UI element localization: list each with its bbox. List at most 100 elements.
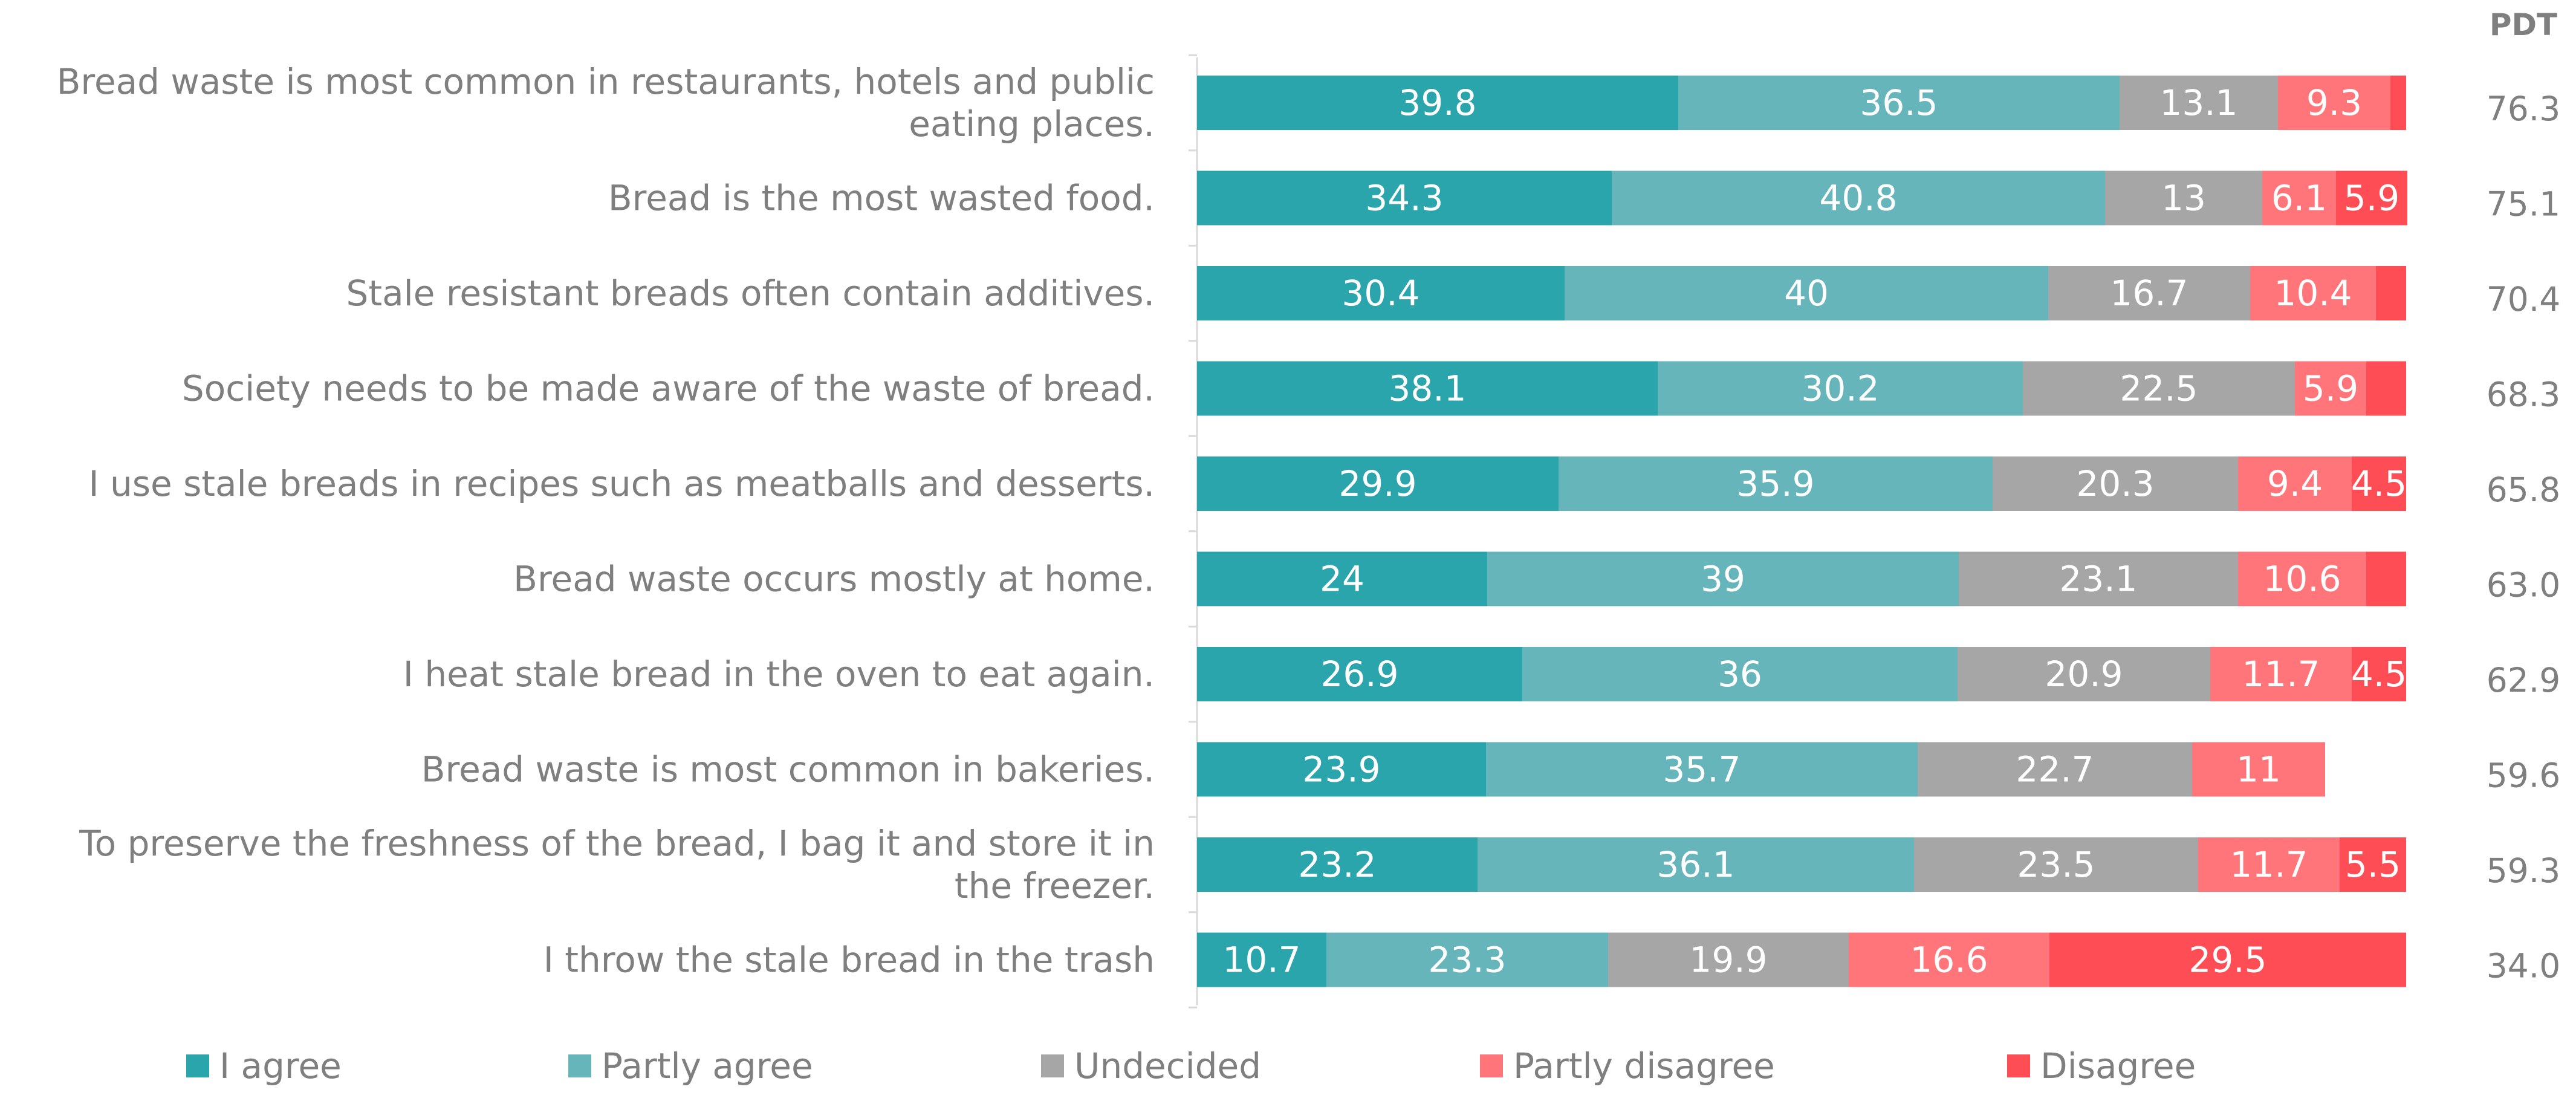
bar-segment [1197,171,1612,226]
legend-swatch [568,1054,591,1077]
data-label: 36.1 [1656,844,1734,885]
bar-segment [2049,932,2406,987]
data-label: 11.7 [2230,844,2308,885]
bar-segment [2295,361,2366,416]
data-label: 6.1 [2271,178,2327,219]
bar-segment [1486,742,1918,797]
bar-segment [2340,837,2406,892]
data-label: 24 [1320,559,1364,600]
pdt-value: 76.3 [2487,89,2560,128]
bar-segment [1914,837,2198,892]
bar-segment [1993,456,2238,511]
data-label: 26.9 [1320,654,1398,695]
data-label: 4.5 [2351,654,2407,695]
bar-segment [2238,456,2352,511]
bar-segment [1849,932,2049,987]
category-label: I heat stale bread in the oven to eat ag… [403,654,1155,695]
bar-segment [2192,742,2325,797]
bar-segment [1565,266,2048,320]
category-label: Bread is the most wasted food. [608,178,1155,219]
data-label: 30.4 [1342,273,1419,314]
bar-segment [1197,76,1678,130]
bar-segment [1197,266,1565,320]
data-label: 29.5 [2188,940,2266,981]
bar-segment [2250,266,2376,320]
data-label: 38.1 [1388,368,1466,409]
bar-segment [2376,266,2406,320]
bar-segment [2238,551,2366,606]
data-label: 20.3 [2076,463,2154,504]
bar-segment [1559,456,1993,511]
legend-label: Disagree [2040,1045,2196,1086]
data-label: 34.3 [1365,178,1443,219]
bar-segment [2366,551,2406,606]
data-label: 16.6 [1910,940,1988,981]
bar-segment [1487,551,1959,606]
bar-segment [2048,266,2250,320]
pdt-value: 59.3 [2487,851,2560,890]
data-label: 23.3 [1428,940,1506,981]
bar-segment [2023,361,2295,416]
data-label: 23.1 [2059,559,2137,600]
bar-segment [1197,932,1326,987]
pdt-value: 70.4 [2487,280,2560,319]
pdt-value: 59.6 [2487,756,2560,795]
bar-segment [1197,456,1559,511]
legend-swatch [1041,1054,1064,1077]
category-label: Bread waste is most common in restaurant… [57,61,1155,145]
data-label: 19.9 [1689,940,1767,981]
data-label: 13 [2161,178,2206,219]
bar-segment [1678,76,2120,130]
data-label: 35.7 [1663,749,1741,790]
bar-segment [1197,551,1487,606]
data-label: 23.5 [2017,844,2095,885]
data-label: 20.9 [2045,654,2123,695]
pdt-value: 62.9 [2487,661,2560,700]
category-label: I throw the stale bread in the trash [543,940,1155,981]
data-label: 5.5 [2345,844,2401,885]
pdt-header: PDT [2490,7,2557,42]
bar-segment [1326,932,1608,987]
bar-segment [1612,171,2105,226]
bar-segment [2210,647,2352,701]
bar-segment [2262,171,2336,226]
data-label: 5.9 [2344,178,2399,219]
bar-segment [2352,456,2406,511]
pdt-value: 75.1 [2487,185,2560,224]
data-label: 11 [2236,749,2281,790]
pdt-value: 34.0 [2487,947,2560,986]
bar-segment [1197,361,1658,416]
legend: I agree Partly agree Undecided Partly disag… [186,1045,2196,1086]
data-label: 10.7 [1222,940,1300,981]
bar-segment [2390,76,2406,130]
data-label: 22.7 [2016,749,2094,790]
category-label: Society needs to be made aware of the wa… [182,368,1155,409]
bar-segment [1197,742,1486,797]
data-label: 11.7 [2242,654,2320,695]
bar-segment [1658,361,2023,416]
bar-segment [1197,647,1522,701]
legend-label: Partly disagree [1513,1045,1775,1086]
bar-segment [1522,647,1958,701]
category-axis [1189,54,1198,1008]
bar-segment [1478,837,1914,892]
data-label: 39.8 [1398,82,1476,123]
data-label: 36.5 [1860,82,1938,123]
bar-segment [1918,742,2192,797]
data-label: 10.4 [2274,273,2352,314]
legend-swatch [186,1054,209,1077]
legend-label: I agree [219,1045,342,1086]
bar-segment [1958,647,2210,701]
data-label: 40 [1784,273,1829,314]
bar-segment [2120,76,2278,130]
bar-segment [1197,837,1478,892]
data-label: 36 [1718,654,1762,695]
legend-swatch [1480,1054,1503,1077]
data-label: 39 [1701,559,1745,600]
pdt-value: 68.3 [2487,375,2560,414]
bar-segment [2198,837,2340,892]
data-label: 4.5 [2351,463,2407,504]
data-label: 22.5 [2120,368,2198,409]
legend-label: Partly agree [602,1045,813,1086]
